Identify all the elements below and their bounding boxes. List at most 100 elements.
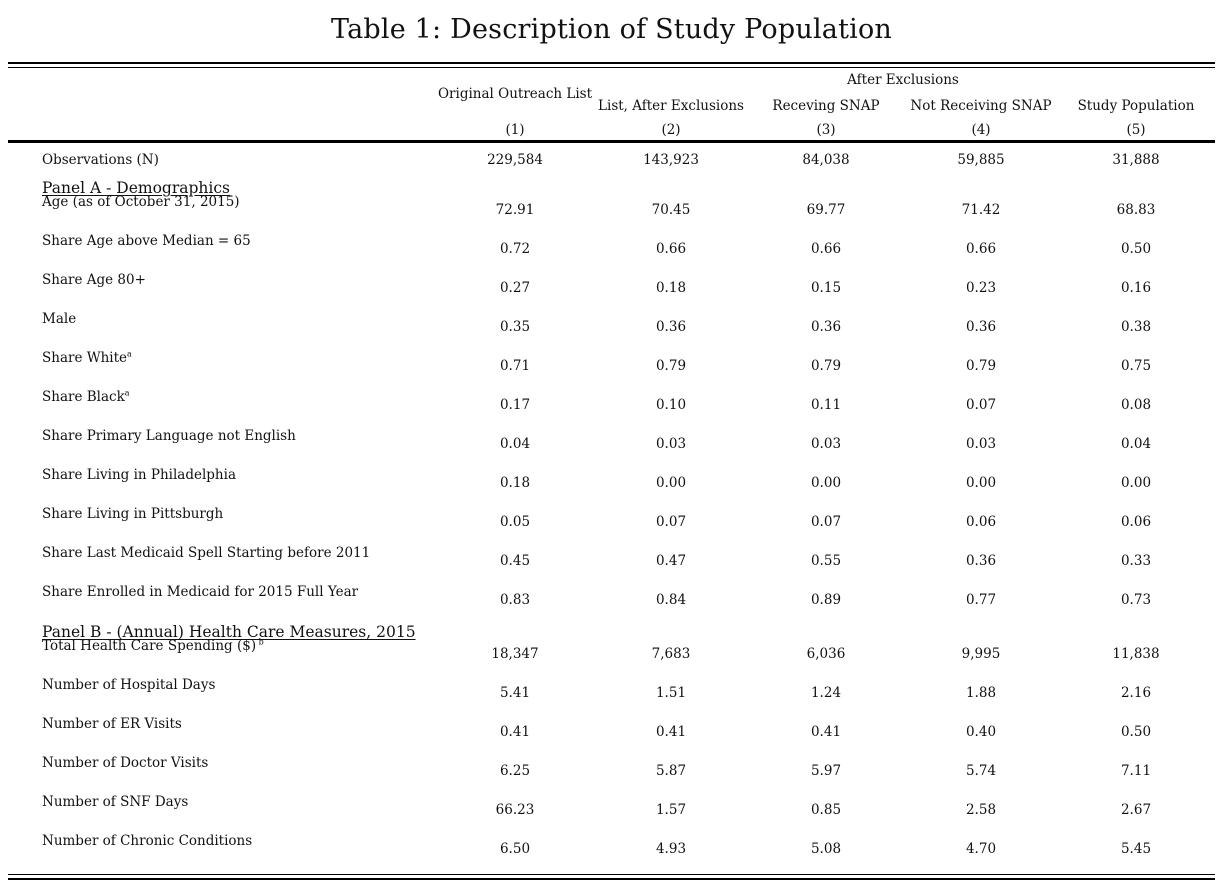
row-value: 5.41	[499, 685, 531, 701]
row-label-text: Number of Hospital Days	[42, 677, 216, 693]
row-value: 0.72	[499, 241, 531, 257]
row-value: 0.04	[499, 436, 531, 452]
row-value: 4.93	[655, 841, 687, 857]
row-value: 2.16	[1120, 685, 1152, 701]
row-value: 0.16	[1120, 280, 1152, 296]
bottom-rule-thick	[8, 878, 1215, 880]
row-value: 11,838	[1112, 646, 1160, 662]
row-value: 0.40	[965, 724, 997, 740]
row-value: 0.06	[1120, 514, 1152, 530]
row-value: 0.47	[655, 553, 687, 569]
row-label-text: Share Last Medicaid Spell Starting befor…	[42, 545, 371, 561]
row-value: 0.35	[499, 319, 531, 335]
row-value: 0.79	[655, 358, 687, 374]
row-value: 0.00	[810, 475, 842, 491]
row-value: 0.85	[810, 802, 842, 818]
row-value: 0.03	[810, 436, 842, 452]
row-value: 0.79	[965, 358, 997, 374]
row-value: 7,683	[651, 646, 691, 662]
row-label: Share Age above Median = 65	[42, 233, 251, 249]
row-value: 71.42	[961, 202, 1001, 218]
row-value: 0.36	[810, 319, 842, 335]
bottom-rule-thin	[8, 874, 1215, 875]
row-label-text: Share Black	[42, 389, 125, 405]
row-value: 0.00	[655, 475, 687, 491]
row-label-text: Share Age above Median = 65	[42, 233, 251, 249]
row-label: Share Blacka	[42, 389, 130, 405]
row-value: 1.24	[810, 685, 842, 701]
footnote-marker: a	[124, 388, 130, 398]
row-value: 0.66	[965, 241, 997, 257]
row-value: 0.11	[810, 397, 842, 413]
panel-b-title: Panel B - (Annual) Health Care Measures,…	[42, 623, 416, 641]
row-label-text: Number of Chronic Conditions	[42, 833, 253, 849]
row-value: 0.07	[655, 514, 687, 530]
row-value: 0.66	[655, 241, 687, 257]
row-value: 0.03	[965, 436, 997, 452]
row-value: 0.36	[965, 553, 997, 569]
row-label-text: Share White	[42, 350, 128, 366]
observations-value: 59,885	[957, 152, 1005, 168]
row-value: 0.89	[810, 592, 842, 608]
row-value: 0.50	[1120, 724, 1152, 740]
row-label-text: Total Health Care Spending ($)	[42, 638, 257, 654]
row-label-text: Share Living in Philadelphia	[42, 467, 236, 483]
row-value: 0.00	[1120, 475, 1152, 491]
row-label: Share Living in Philadelphia	[42, 467, 236, 483]
row-value: 0.77	[965, 592, 997, 608]
row-value: 7.11	[1120, 763, 1152, 779]
row-label: Total Health Care Spending ($) b	[42, 638, 264, 654]
observations-label: Observations (N)	[42, 152, 159, 168]
row-label-text: Age (as of October 31, 2015)	[42, 194, 240, 210]
table-title: Table 1: Description of Study Population	[330, 14, 893, 45]
row-label-text: Share Enrolled in Medicaid for 2015 Full…	[42, 584, 359, 600]
row-label: Number of Chronic Conditions	[42, 833, 252, 849]
row-label: Share Age 80+	[42, 272, 146, 288]
row-value: 9,995	[961, 646, 1001, 662]
row-value: 5.45	[1120, 841, 1152, 857]
row-value: 0.41	[810, 724, 842, 740]
observations-value: 143,923	[643, 152, 699, 168]
row-label: Number of SNF Days	[42, 794, 188, 810]
row-value: 2.67	[1120, 802, 1152, 818]
row-value: 1.88	[965, 685, 997, 701]
row-value: 0.10	[655, 397, 687, 413]
row-value: 1.57	[655, 802, 687, 818]
row-value: 0.55	[810, 553, 842, 569]
col-number-5: (5)	[1126, 122, 1146, 138]
row-value: 5.87	[655, 763, 687, 779]
observations-value: 84,038	[802, 152, 850, 168]
col-header-3: Receving SNAP	[772, 98, 880, 114]
col-number-3: (3)	[816, 122, 836, 138]
row-value: 4.70	[965, 841, 997, 857]
row-value: 0.83	[499, 592, 531, 608]
row-value: 0.75	[1120, 358, 1152, 374]
row-value: 0.73	[1120, 592, 1152, 608]
row-label-text: Number of ER Visits	[42, 716, 182, 732]
row-value: 0.03	[655, 436, 687, 452]
row-label: Number of ER Visits	[42, 716, 182, 732]
row-value: 0.07	[810, 514, 842, 530]
row-label: Age (as of October 31, 2015)	[42, 194, 240, 210]
row-label: Share Whitea	[42, 350, 132, 366]
row-value: 70.45	[651, 202, 691, 218]
row-value: 6,036	[806, 646, 846, 662]
row-value: 72.91	[495, 202, 535, 218]
row-value: 66.23	[495, 802, 535, 818]
row-value: 6.25	[499, 763, 531, 779]
row-value: 0.33	[1120, 553, 1152, 569]
row-label: Share Living in Pittsburgh	[42, 506, 223, 522]
row-label-text: Number of Doctor Visits	[42, 755, 209, 771]
row-label-text: Number of SNF Days	[42, 794, 189, 810]
row-label-text: Male	[42, 311, 77, 327]
row-label: Male	[42, 311, 76, 327]
row-value: 0.06	[965, 514, 997, 530]
row-label-text: Share Living in Pittsburgh	[42, 506, 224, 522]
row-value: 0.27	[499, 280, 531, 296]
row-value: 68.83	[1116, 202, 1156, 218]
row-value: 0.36	[655, 319, 687, 335]
group-header-after-exclusions: After Exclusions	[847, 72, 959, 88]
row-value: 69.77	[806, 202, 846, 218]
top-rule-thick	[8, 62, 1215, 64]
col-header-1: Original Outreach List	[437, 86, 592, 102]
